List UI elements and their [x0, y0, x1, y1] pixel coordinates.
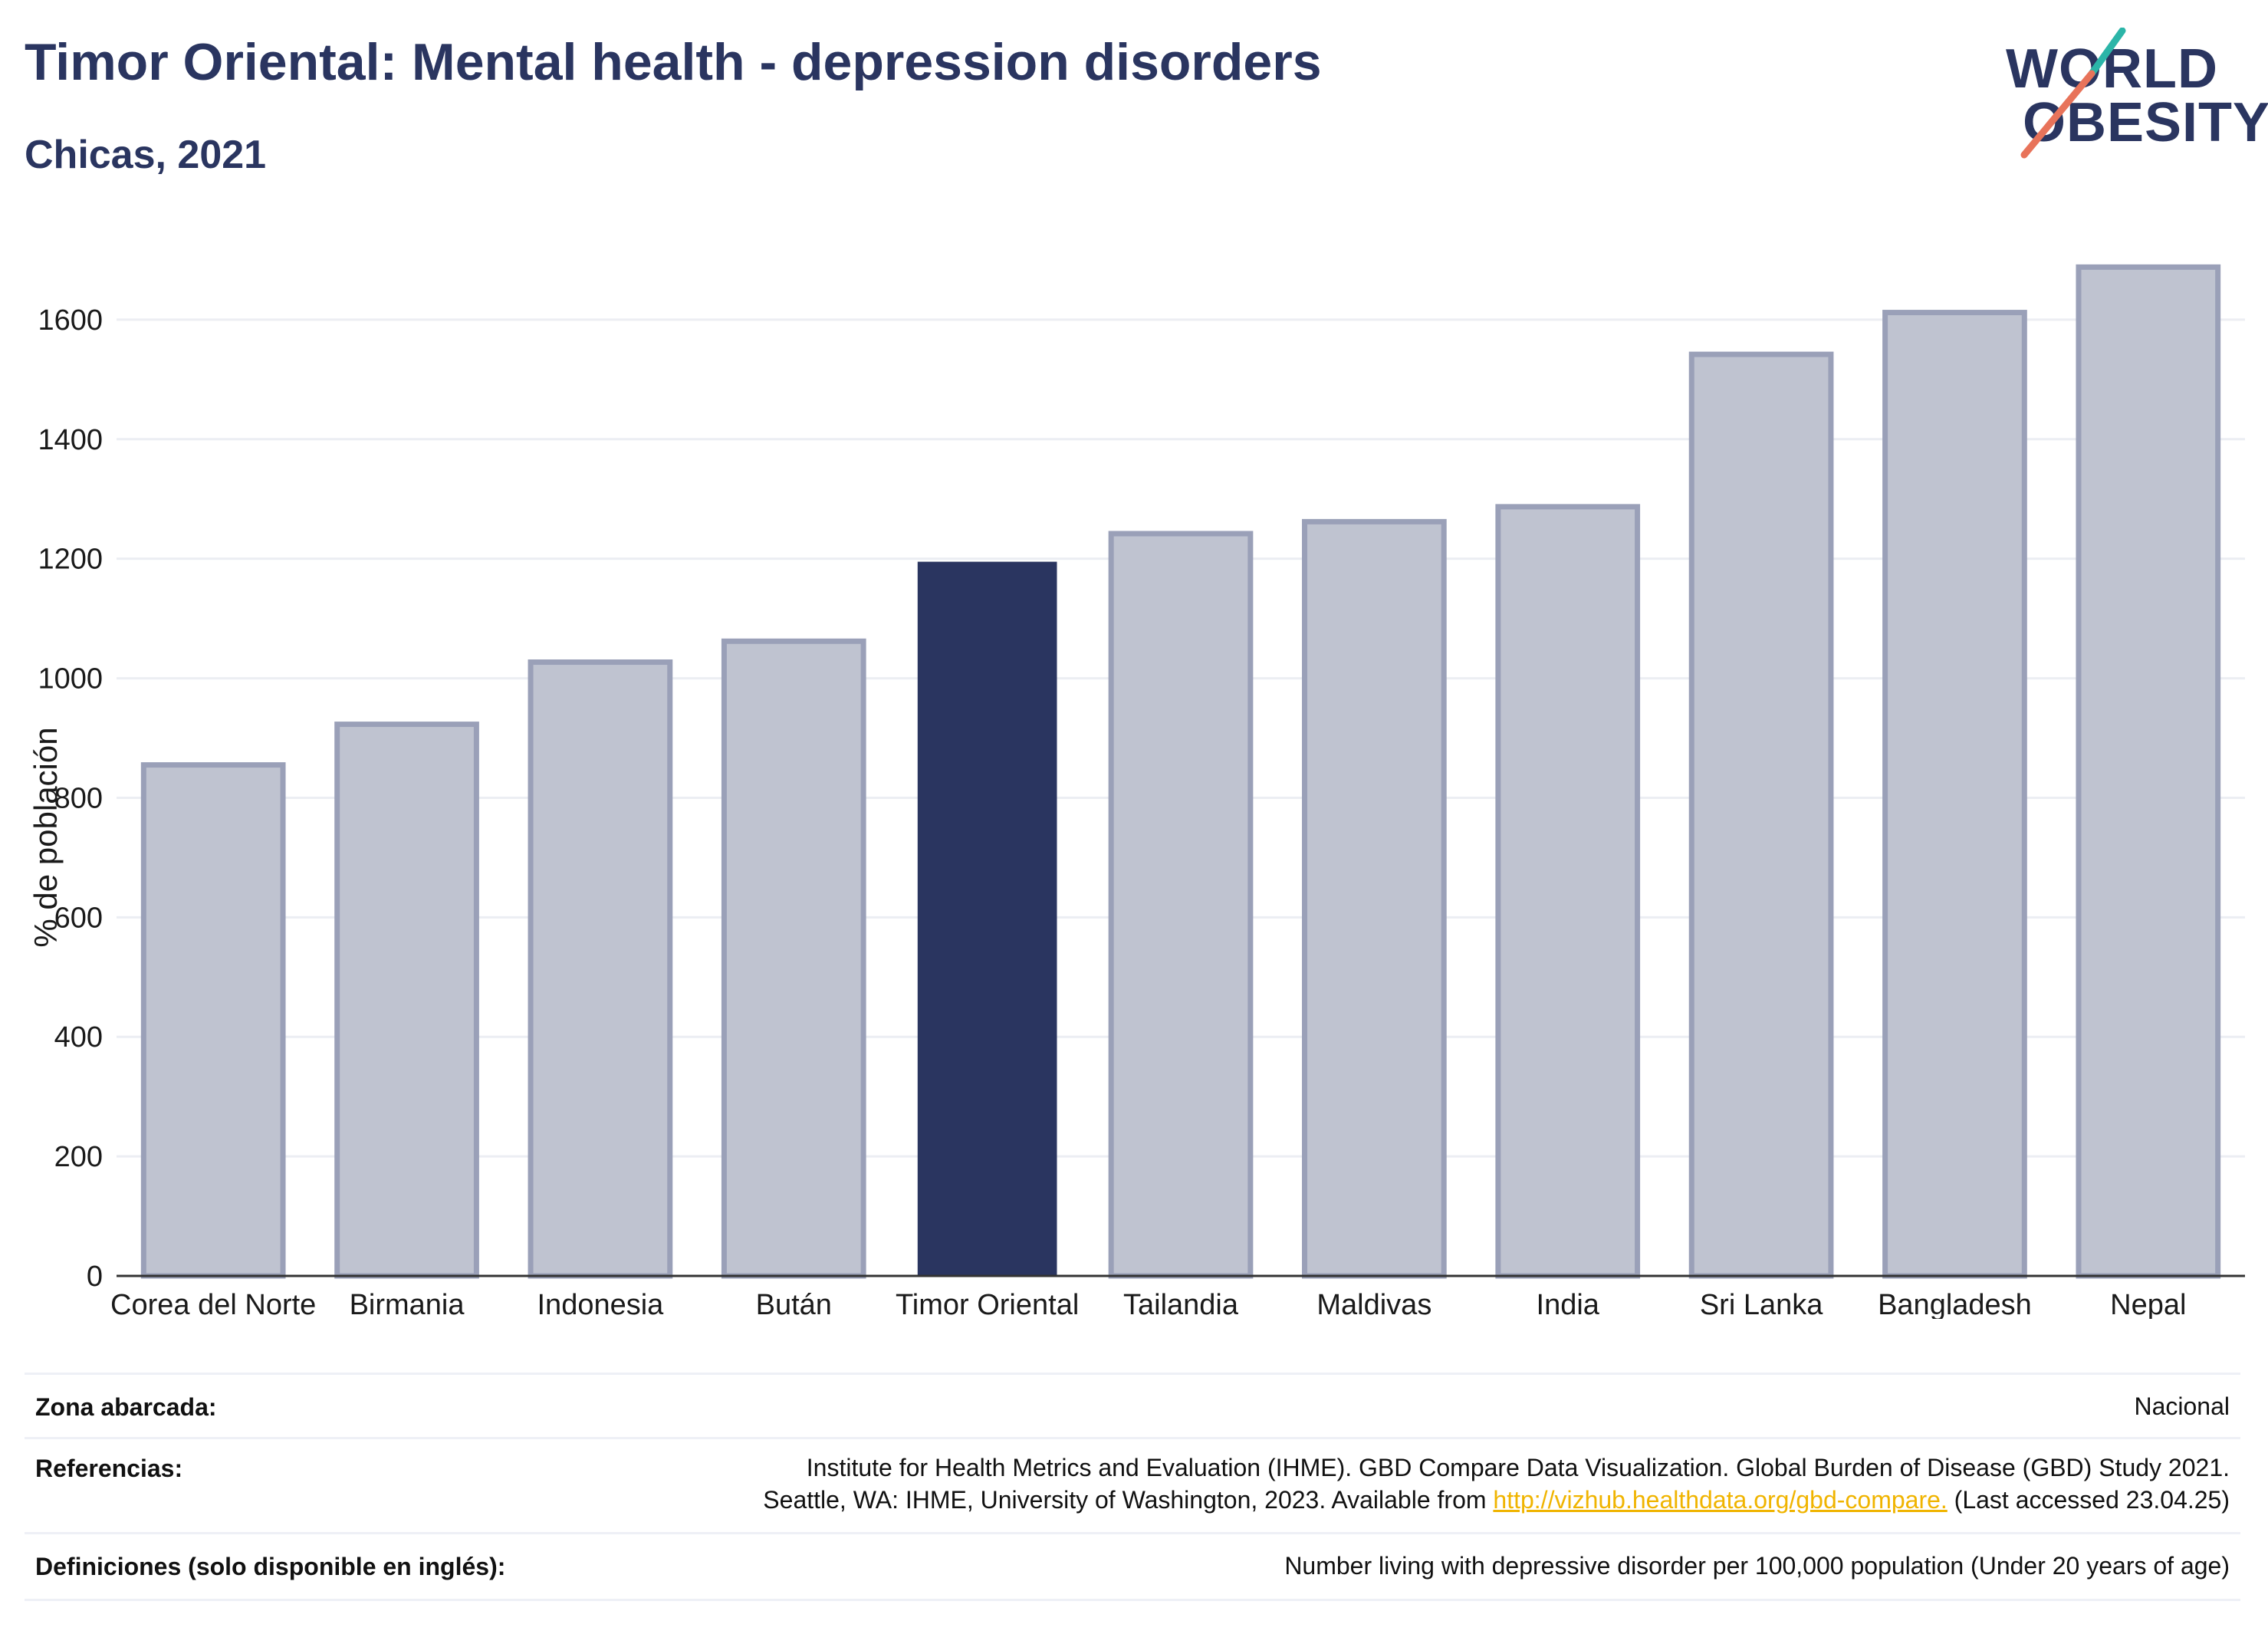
x-tick-label: Corea del Norte — [110, 1289, 316, 1319]
referencias-label: Referencias: — [35, 1455, 183, 1482]
y-tick-label: 1400 — [38, 424, 103, 456]
bars — [140, 264, 2221, 1279]
logo-slash-icon — [2020, 28, 2126, 159]
x-tick-label: Bangladesh — [1878, 1289, 2032, 1319]
y-tick-label: 1600 — [38, 304, 103, 337]
definiciones-label: Definiciones (solo disponible en inglés)… — [35, 1553, 506, 1580]
referencias-line-1: Institute for Health Metrics and Evaluat… — [806, 1454, 2230, 1481]
bar-nepal — [2076, 264, 2221, 1279]
x-tick-label: Birmania — [350, 1289, 465, 1319]
bar-corea-del-norte — [140, 762, 286, 1279]
referencias-line-2: Seattle, WA: IHME, University of Washing… — [763, 1484, 2230, 1516]
zona-value: Nacional — [2134, 1392, 2230, 1420]
x-tick-label: Sri Lanka — [1700, 1289, 1823, 1319]
chart-title: Timor Oriental: Mental health - depressi… — [25, 33, 1322, 91]
bar-chart: 0 200 400 600 800 1000 1200 1400 1600 Corea del N… — [28, 264, 2245, 1319]
info-row-zona: Zona abarcada: Nacional — [25, 1373, 2240, 1439]
referencias-value: Institute for Health Metrics and Evaluat… — [763, 1452, 2230, 1516]
y-axis-title: % de población — [28, 727, 64, 947]
y-tick-label: 1200 — [38, 544, 103, 576]
world-obesity-logo: WORLD OBESITY — [2001, 28, 2268, 166]
y-tick-label: 1000 — [38, 663, 103, 695]
info-row-definiciones: Definiciones (solo disponible en inglés)… — [25, 1532, 2240, 1601]
axes: 0 200 400 600 800 1000 1200 1400 1600 Corea del N… — [38, 304, 2245, 1319]
zona-label: Zona abarcada: — [35, 1393, 217, 1421]
bar-birmania — [334, 722, 479, 1279]
bar-bután — [721, 638, 866, 1279]
bar-bangladesh — [1882, 310, 2027, 1279]
referencias-line-2-text: Seattle, WA: IHME, University of Washing… — [763, 1486, 1494, 1514]
x-tick-label: Tailandia — [1123, 1289, 1239, 1319]
chart-subtitle: Chicas, 2021 — [25, 133, 267, 177]
y-tick-label: 0 — [87, 1261, 103, 1293]
x-tick-label: Indonesia — [537, 1289, 665, 1319]
x-tick-label: Nepal — [2110, 1289, 2186, 1319]
bar-india — [1495, 504, 1641, 1279]
referencias-line-2-suffix: (Last accessed 23.04.25) — [1947, 1486, 2230, 1514]
y-tick-label: 800 — [54, 782, 103, 814]
bar-indonesia — [528, 659, 673, 1279]
x-tick-label: Timor Oriental — [896, 1289, 1079, 1319]
referencias-link[interactable]: http://vizhub.healthdata.org/gbd-compare… — [1493, 1486, 1948, 1514]
info-row-referencias: Referencias: Institute for Health Metric… — [25, 1437, 2240, 1534]
x-tick-label: India — [1537, 1289, 1600, 1319]
x-tick-label: Maldivas — [1316, 1289, 1431, 1319]
y-tick-label: 200 — [54, 1141, 103, 1173]
bar-sri-lanka — [1688, 351, 1834, 1279]
y-tick-label: 400 — [54, 1021, 103, 1054]
bar-timor-oriental — [917, 561, 1057, 1276]
x-tick-label: Bután — [756, 1289, 832, 1319]
definiciones-value: Number living with depressive disorder p… — [1284, 1552, 2230, 1580]
bar-tailandia — [1108, 531, 1254, 1279]
y-tick-label: 600 — [54, 902, 103, 934]
bar-maldivas — [1302, 518, 1447, 1279]
